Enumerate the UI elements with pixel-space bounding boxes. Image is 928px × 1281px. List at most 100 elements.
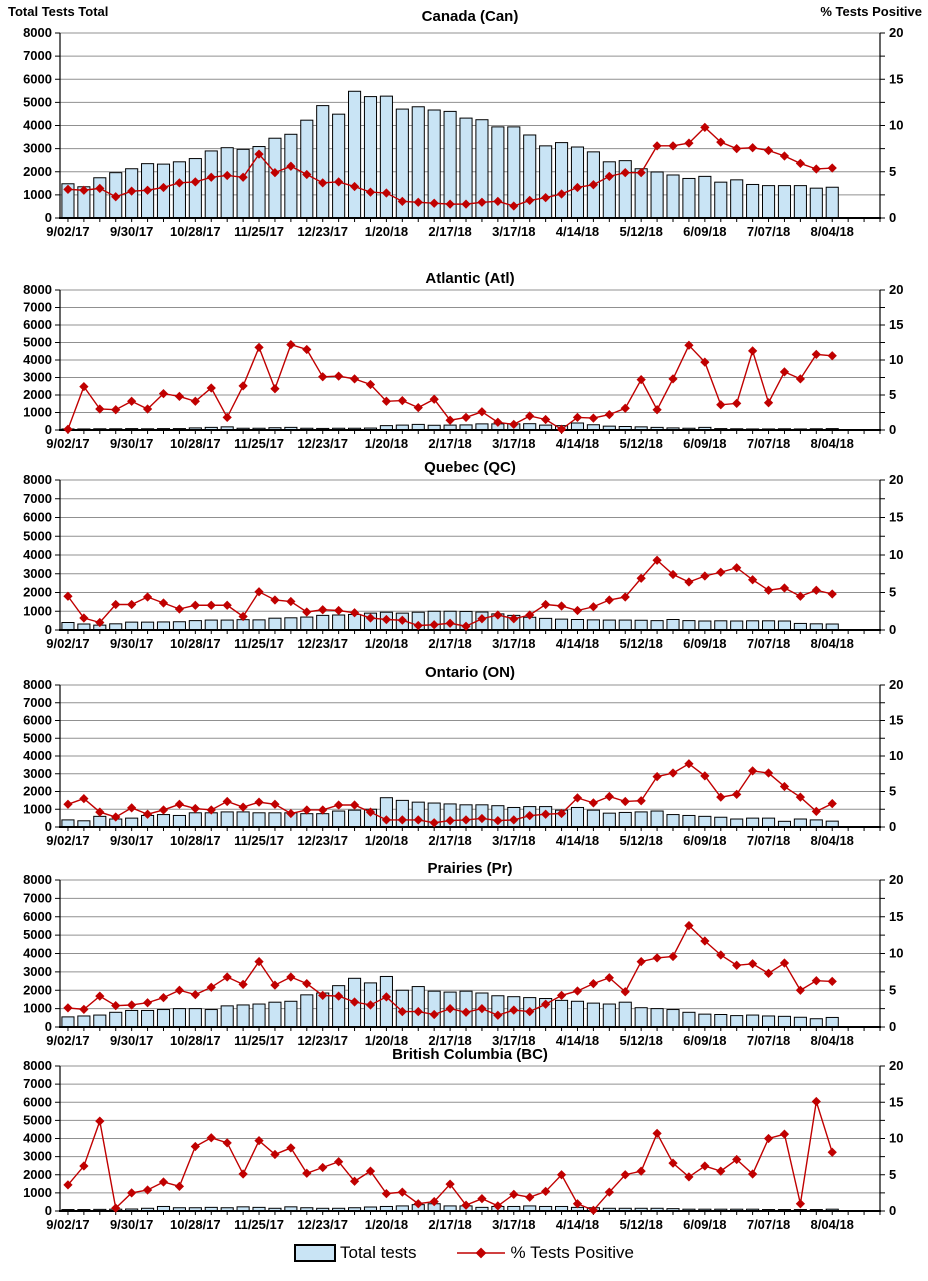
- marker: [349, 181, 360, 192]
- svg-text:8000: 8000: [23, 282, 52, 297]
- bar: [730, 818, 744, 828]
- svg-text:12/23/17: 12/23/17: [297, 1033, 348, 1048]
- marker: [111, 1203, 121, 1213]
- marker: [747, 575, 758, 585]
- marker: [668, 951, 678, 962]
- bar: [332, 113, 346, 219]
- bar: [300, 813, 314, 828]
- marker: [556, 601, 567, 611]
- marker: [572, 605, 583, 616]
- marker: [716, 400, 726, 410]
- marker: [779, 151, 790, 161]
- marker: [349, 1176, 360, 1186]
- marker: [429, 1196, 439, 1207]
- svg-text:10: 10: [889, 946, 903, 961]
- marker: [716, 792, 726, 802]
- marker: [620, 987, 630, 997]
- marker: [95, 404, 105, 414]
- marker: [541, 193, 551, 203]
- bar: [555, 142, 569, 219]
- bar: [539, 617, 553, 631]
- marker: [636, 1166, 646, 1176]
- marker: [381, 1188, 392, 1199]
- marker: [827, 976, 837, 987]
- marker: [63, 424, 73, 434]
- marker: [286, 808, 296, 819]
- marker: [620, 168, 630, 178]
- svg-text:4/14/18: 4/14/18: [556, 436, 599, 451]
- marker: [238, 802, 248, 812]
- bar: [156, 1009, 171, 1028]
- marker: [270, 980, 280, 990]
- marker: [206, 982, 216, 992]
- bar: [268, 137, 282, 219]
- bar: [682, 814, 696, 828]
- bar: [93, 815, 107, 828]
- marker: [556, 189, 567, 199]
- svg-text:7000: 7000: [23, 695, 52, 710]
- bar: [761, 1015, 776, 1028]
- marker: [254, 956, 264, 967]
- legend-bar-label: Total tests: [339, 1243, 417, 1262]
- marker: [365, 187, 376, 197]
- marker: [254, 149, 264, 159]
- marker: [652, 771, 662, 782]
- svg-text:5: 5: [889, 982, 896, 997]
- svg-text:9/02/17: 9/02/17: [46, 1217, 89, 1232]
- svg-text:12/23/17: 12/23/17: [297, 436, 348, 451]
- svg-text:3000: 3000: [23, 1149, 52, 1164]
- svg-text:6000: 6000: [23, 1094, 52, 1109]
- bar: [650, 171, 664, 219]
- marker: [493, 815, 503, 826]
- marker: [795, 792, 806, 802]
- marker: [620, 592, 630, 602]
- bar: [666, 1009, 680, 1028]
- marker: [142, 592, 153, 602]
- svg-text:3/17/18: 3/17/18: [492, 1217, 535, 1232]
- marker: [349, 997, 360, 1007]
- svg-text:4000: 4000: [23, 748, 52, 763]
- svg-text:5: 5: [889, 387, 896, 402]
- marker: [620, 403, 630, 413]
- marker: [174, 391, 185, 402]
- left-axis-title: Total Tests Total: [8, 4, 109, 19]
- pct-positive-line: [67, 1101, 833, 1212]
- marker: [525, 610, 535, 620]
- bar: [411, 986, 425, 1028]
- bar: [570, 806, 585, 828]
- marker: [572, 986, 583, 996]
- bar: [93, 1014, 107, 1028]
- marker: [445, 1004, 455, 1014]
- marker: [445, 815, 455, 826]
- svg-text:6000: 6000: [23, 713, 52, 728]
- marker: [413, 1199, 423, 1209]
- svg-text:10: 10: [889, 748, 903, 763]
- svg-text:7/07/18: 7/07/18: [747, 224, 790, 239]
- svg-text:3000: 3000: [23, 141, 52, 156]
- marker: [700, 936, 710, 946]
- bar: [204, 150, 218, 219]
- marker: [222, 796, 232, 807]
- svg-text:6/09/18: 6/09/18: [683, 1033, 726, 1048]
- svg-text:20: 20: [889, 472, 903, 487]
- bar: [682, 1011, 696, 1028]
- svg-text:7/07/18: 7/07/18: [747, 636, 790, 651]
- marker: [429, 818, 439, 828]
- marker: [127, 803, 137, 813]
- svg-text:4000: 4000: [23, 118, 52, 133]
- marker: [827, 1147, 837, 1157]
- bar: [300, 119, 314, 219]
- marker: [588, 602, 599, 612]
- marker: [286, 972, 296, 982]
- marker: [461, 1200, 471, 1210]
- bar: [618, 1001, 632, 1028]
- svg-text:3/17/18: 3/17/18: [492, 833, 535, 848]
- marker: [541, 999, 551, 1009]
- marker: [95, 991, 105, 1001]
- marker: [795, 158, 806, 169]
- marker: [270, 799, 280, 809]
- canada-plot: 0 1000 2000 3000 4000 5000 6000 7000 8000 0 5 10 15 2…: [23, 25, 903, 239]
- marker: [509, 419, 519, 430]
- marker: [636, 573, 646, 583]
- svg-text:4000: 4000: [23, 352, 52, 367]
